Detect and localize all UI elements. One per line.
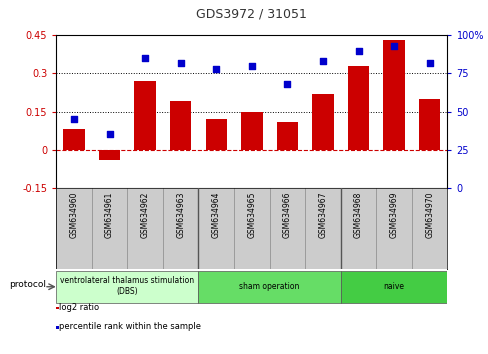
- Bar: [134, 81, 156, 149]
- Text: GSM634964: GSM634964: [211, 192, 220, 238]
- Bar: [56, 271, 198, 303]
- Text: GSM634961: GSM634961: [105, 192, 114, 238]
- Point: [70, 116, 78, 122]
- Point: [425, 60, 433, 65]
- Text: sham operation: sham operation: [239, 281, 299, 291]
- Text: GSM634966: GSM634966: [283, 192, 291, 238]
- Text: GSM634965: GSM634965: [247, 192, 256, 238]
- Text: protocol: protocol: [9, 280, 46, 290]
- Point: [389, 43, 397, 49]
- Text: GSM634968: GSM634968: [353, 192, 362, 238]
- Bar: [63, 129, 84, 149]
- Point: [105, 131, 113, 137]
- Point: [212, 66, 220, 72]
- Bar: [276, 122, 298, 149]
- Text: percentile rank within the sample: percentile rank within the sample: [59, 322, 201, 331]
- Bar: [205, 119, 226, 149]
- Point: [141, 55, 149, 61]
- Bar: [340, 271, 447, 303]
- Text: GSM634963: GSM634963: [176, 192, 185, 238]
- Bar: [198, 271, 340, 303]
- Text: GSM634967: GSM634967: [318, 192, 327, 238]
- Bar: [99, 149, 120, 160]
- Bar: [418, 99, 439, 149]
- Point: [283, 81, 291, 87]
- Bar: [347, 66, 368, 149]
- Text: ventrolateral thalamus stimulation
(DBS): ventrolateral thalamus stimulation (DBS): [60, 276, 194, 296]
- Text: GDS3972 / 31051: GDS3972 / 31051: [196, 7, 306, 20]
- Bar: [383, 40, 404, 149]
- Text: naive: naive: [383, 281, 404, 291]
- Text: log2 ratio: log2 ratio: [59, 303, 99, 312]
- Bar: [170, 101, 191, 149]
- Point: [177, 60, 184, 65]
- Bar: [312, 94, 333, 149]
- Point: [318, 58, 326, 64]
- Text: GSM634960: GSM634960: [69, 192, 79, 238]
- Text: GSM634962: GSM634962: [141, 192, 149, 238]
- Text: GSM634970: GSM634970: [424, 192, 433, 238]
- Point: [247, 63, 255, 69]
- Text: GSM634969: GSM634969: [389, 192, 398, 238]
- Bar: [241, 112, 262, 149]
- Point: [354, 48, 362, 53]
